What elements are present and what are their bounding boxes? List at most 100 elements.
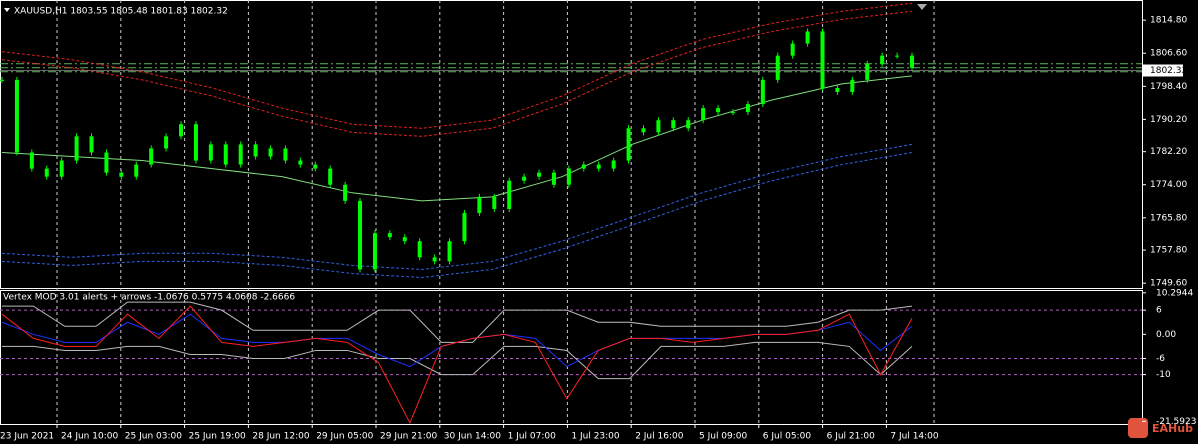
candle: [402, 237, 407, 242]
indicator-label: 6: [1156, 306, 1162, 316]
lower-band: [1, 151, 913, 279]
price-label: 1814.80: [1150, 16, 1187, 26]
candle: [14, 79, 19, 153]
candle: [343, 184, 348, 201]
time-label: 6 Jul 21:00: [827, 432, 876, 442]
main-pane: [0, 0, 1143, 289]
candle: [268, 148, 273, 157]
time-label: 29 Jun 05:00: [316, 432, 373, 442]
current-price-tag: [1143, 64, 1183, 77]
candle: [328, 168, 333, 185]
candle: [462, 212, 467, 242]
candle: [566, 168, 571, 185]
candle: [238, 144, 243, 165]
candle: [89, 136, 94, 153]
candle: [313, 164, 318, 169]
candle: [537, 172, 542, 177]
candle: [179, 124, 184, 137]
candle: [850, 79, 855, 92]
time-label: 23 Jun 2021: [0, 432, 54, 442]
candle: [522, 176, 527, 181]
candle: [701, 108, 706, 121]
candle: [865, 63, 870, 80]
candle: [671, 120, 676, 129]
candle: [492, 196, 497, 209]
indicator-label: -21.5923: [1156, 417, 1196, 427]
candle: [611, 160, 616, 169]
time-label: 5 Jul 09:00: [699, 432, 748, 442]
candle: [760, 79, 765, 105]
candle: [790, 43, 795, 56]
price-label: 1765.80: [1150, 213, 1187, 223]
time-label: 28 Jun 12:00: [252, 432, 309, 442]
time-label: 2 Jul 16:00: [635, 432, 684, 442]
candle: [686, 120, 691, 129]
price-label: 1790.20: [1150, 115, 1187, 125]
price-label: 1757.80: [1150, 246, 1187, 256]
candle: [477, 196, 482, 213]
time-label: 30 Jun 14:00: [444, 432, 501, 442]
time-label: 24 Jun 10:00: [61, 432, 118, 442]
candle: [74, 136, 79, 161]
price-label: 1798.40: [1150, 82, 1187, 92]
price-label: 1749.60: [1150, 279, 1187, 289]
indicator-band-lower: [2, 341, 913, 380]
candle: [820, 31, 825, 88]
candle: [44, 168, 49, 177]
menu-arrow[interactable]: [4, 8, 10, 12]
candle: [164, 136, 169, 149]
price-label: 1782.20: [1150, 147, 1187, 157]
moving-average: [1, 75, 913, 202]
candle: [104, 152, 109, 173]
indicator-pane: [0, 290, 1143, 425]
current-price: 1802.32: [1150, 66, 1187, 76]
candle: [283, 148, 288, 161]
time-label: 1 Jul 07:00: [508, 432, 557, 442]
candle: [895, 55, 900, 57]
candle: [432, 257, 437, 262]
time-label: 29 Jun 21:00: [380, 432, 437, 442]
candle: [0, 79, 4, 81]
candle: [551, 172, 556, 185]
candle: [134, 164, 139, 177]
symbol-info: XAUUSD,H1 1803.55 1805.48 1801.83 1802.3…: [14, 7, 228, 17]
time-label: 6 Jul 05:00: [763, 432, 812, 442]
candle: [507, 180, 512, 209]
chart-shift[interactable]: [917, 4, 927, 10]
time-label: 7 Jul 14:00: [890, 432, 939, 442]
candle: [775, 55, 780, 80]
candle: [253, 144, 258, 157]
time-label: 1 Jul 23:00: [571, 432, 620, 442]
candle: [656, 120, 661, 133]
candle: [910, 55, 914, 68]
indicator-label: -6: [1156, 354, 1165, 364]
candle: [730, 112, 735, 114]
watermark-icon: [1128, 418, 1148, 438]
candle: [745, 104, 750, 113]
indicator-title: Vertex MOD 3.01 alerts + arrows -1.0676 …: [3, 293, 295, 303]
price-label: 1774.00: [1150, 180, 1187, 190]
candle: [372, 233, 377, 270]
indicator-signal: [1, 305, 913, 425]
time-label: 25 Jun 03:00: [125, 432, 182, 442]
candle: [716, 108, 721, 113]
candle: [59, 160, 64, 177]
candle: [193, 124, 198, 161]
candle: [149, 148, 154, 165]
indicator-label: 0.00: [1156, 330, 1176, 340]
watermark: EAHub: [1152, 422, 1193, 435]
candle: [119, 172, 124, 177]
indicator-label: 10.2944: [1156, 288, 1193, 298]
candle: [29, 152, 34, 169]
candle: [447, 241, 452, 262]
candle: [835, 87, 840, 92]
candle: [358, 200, 363, 270]
candle: [626, 128, 631, 161]
candle: [387, 233, 392, 238]
candle: [298, 160, 303, 165]
candle: [581, 164, 586, 169]
candle: [641, 128, 646, 133]
